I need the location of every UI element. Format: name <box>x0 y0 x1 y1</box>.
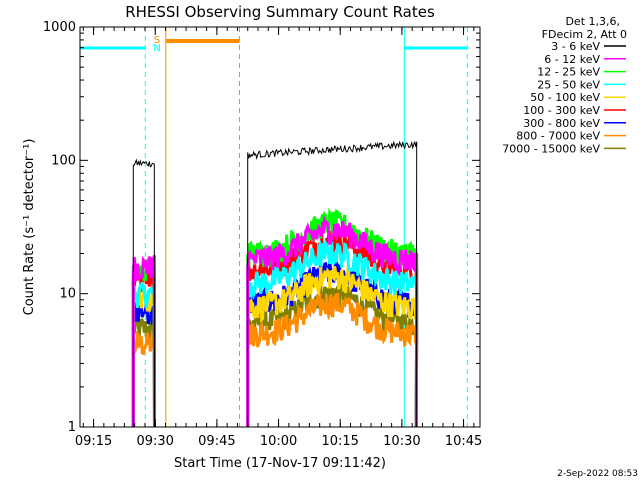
legend-label: 25 - 50 keV <box>537 78 600 91</box>
series-trace <box>131 330 156 428</box>
series-trace <box>132 158 155 428</box>
chart-title: RHESSI Observing Summary Count Rates <box>125 3 435 21</box>
plot-frame <box>79 26 481 428</box>
x-tick-label: 10:30 <box>383 434 420 449</box>
x-axis-label: Start Time (17-Nov-17 09:11:42) <box>174 456 386 471</box>
series-trace <box>246 265 419 428</box>
plot-area: SN <box>79 26 481 428</box>
x-axis: 09:15 09:30 09:45 10:00 10:15 10:30 10:45 <box>75 27 482 449</box>
y-tick-label: 100 <box>51 153 76 168</box>
x-tick-label: 09:30 <box>136 434 173 449</box>
y-axis: 1 10 100 1000 <box>43 20 480 435</box>
series-trace <box>131 299 156 428</box>
info-fdecim: FDecim 2, Att 0 <box>542 28 627 41</box>
y-tick-label: 1 <box>68 420 76 435</box>
series-trace <box>131 281 156 428</box>
series-trace <box>246 214 419 428</box>
series-trace <box>246 237 419 428</box>
info-det: Det 1,3,6, <box>565 15 620 28</box>
marker-letter: S <box>154 35 160 46</box>
x-tick-label: 09:45 <box>198 434 235 449</box>
y-axis-label: Count Rate (s⁻¹ detector⁻¹) <box>22 139 37 316</box>
y-tick-label: 1000 <box>43 20 76 35</box>
marker-letter: N <box>153 43 160 54</box>
series-trace <box>131 255 156 428</box>
legend-label: 3 - 6 keV <box>551 40 600 53</box>
legend-label: 100 - 300 keV <box>523 104 600 117</box>
x-tick-label: 10:00 <box>260 434 297 449</box>
x-tick-label: 09:15 <box>75 434 112 449</box>
x-tick-label: 10:15 <box>321 434 358 449</box>
legend-label: 7000 - 15000 keV <box>502 142 600 155</box>
series-trace <box>247 140 418 428</box>
x-tick-label: 10:45 <box>445 434 482 449</box>
y-tick-label: 10 <box>59 287 76 302</box>
series-trace <box>246 292 419 428</box>
legend-label: 800 - 7000 keV <box>516 130 600 143</box>
legend-label: 300 - 800 keV <box>523 117 600 130</box>
legend-label: 50 - 100 keV <box>530 91 600 104</box>
footer-timestamp: 2-Sep-2022 08:53 <box>557 469 638 479</box>
legend-label: 12 - 25 keV <box>537 66 600 79</box>
legend-label: 6 - 12 keV <box>544 53 600 66</box>
